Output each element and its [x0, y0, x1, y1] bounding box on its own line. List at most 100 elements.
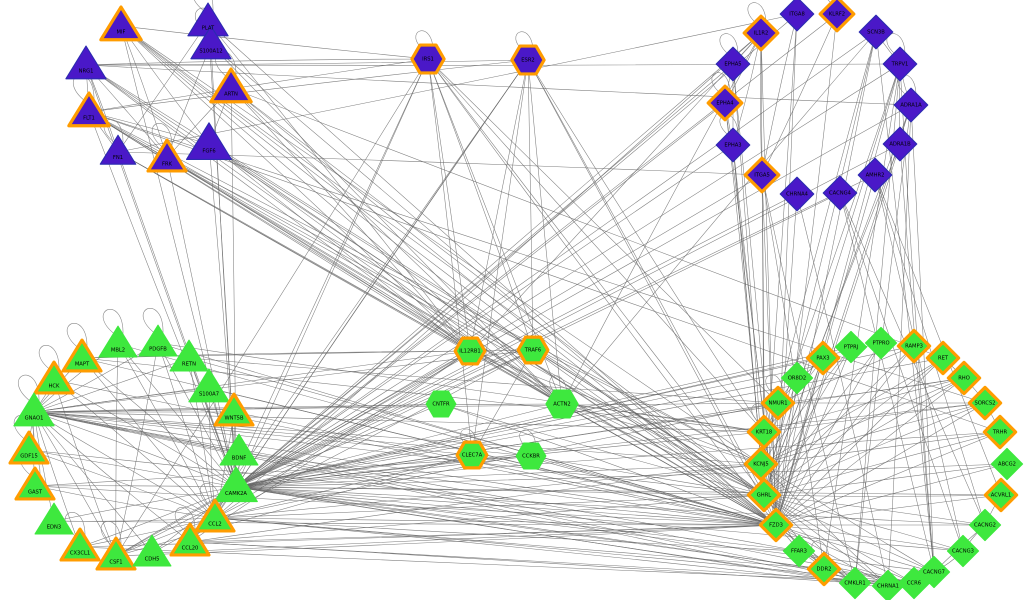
graph-node[interactable]	[99, 5, 143, 42]
graph-node[interactable]	[806, 551, 842, 587]
graph-edge	[85, 64, 471, 352]
graph-edge	[235, 104, 912, 488]
graph-edge	[763, 63, 901, 496]
graph-node[interactable]	[871, 569, 905, 600]
graph-node[interactable]	[34, 502, 74, 535]
graph-node[interactable]	[864, 326, 898, 360]
graph-node[interactable]	[410, 43, 446, 75]
graph-edge	[775, 143, 901, 526]
graph-edge	[427, 58, 471, 352]
graph-node[interactable]	[515, 442, 547, 470]
graph-node[interactable]	[209, 67, 253, 104]
graph-edge	[235, 193, 798, 488]
graph-node[interactable]	[857, 157, 893, 193]
graph-node[interactable]	[743, 446, 779, 482]
graph-node[interactable]	[13, 392, 55, 427]
graph-edge	[85, 63, 901, 66]
graph-node[interactable]	[67, 91, 111, 128]
graph-node[interactable]	[779, 0, 815, 32]
graph-node[interactable]	[169, 522, 211, 557]
graph-edge	[763, 31, 877, 496]
graph-node[interactable]	[715, 46, 751, 82]
graph-node[interactable]	[946, 360, 982, 396]
graph-edge	[427, 58, 765, 496]
graph-node[interactable]	[805, 340, 841, 376]
graph-node[interactable]	[219, 433, 259, 466]
graph-node[interactable]	[746, 414, 782, 450]
graph-node[interactable]	[425, 390, 457, 418]
graph-node[interactable]	[896, 328, 932, 364]
graph-edge	[235, 346, 852, 488]
graph-node[interactable]	[516, 335, 550, 365]
graph-node[interactable]	[65, 45, 107, 80]
graph-node[interactable]	[146, 138, 188, 173]
graph-node[interactable]	[983, 477, 1019, 513]
graph-node[interactable]	[760, 385, 796, 421]
graph-edge	[85, 59, 529, 66]
graph-node[interactable]	[190, 25, 232, 60]
graph-node[interactable]	[990, 447, 1024, 481]
graph-node[interactable]	[715, 127, 751, 163]
graph-node[interactable]	[834, 330, 868, 364]
graph-edge	[34, 485, 237, 488]
graph-edge	[235, 463, 1008, 488]
graph-node[interactable]	[99, 134, 137, 165]
graph-node[interactable]	[185, 122, 233, 160]
graph-node[interactable]	[882, 46, 918, 82]
graph-node[interactable]	[882, 126, 918, 162]
graph-node[interactable]	[545, 389, 579, 419]
graph-edge	[761, 174, 777, 526]
graph-edge	[839, 192, 964, 552]
graph-edge	[166, 157, 237, 488]
graph-node[interactable]	[780, 361, 814, 395]
graph-edge	[117, 151, 471, 352]
graph-node[interactable]	[14, 466, 56, 501]
graph-node[interactable]	[946, 534, 980, 568]
graph-node[interactable]	[138, 324, 178, 357]
graph-node[interactable]	[95, 536, 137, 571]
graph-node[interactable]	[968, 508, 1002, 542]
graph-edge	[427, 58, 473, 456]
graph-edge	[120, 25, 210, 145]
graph-node[interactable]	[897, 566, 931, 600]
graph-node[interactable]	[132, 534, 172, 567]
graph-edge	[157, 342, 777, 526]
graph-node[interactable]	[746, 477, 782, 513]
graph-node[interactable]	[8, 430, 50, 465]
graph-node[interactable]	[188, 368, 230, 403]
graph-node[interactable]	[822, 175, 858, 211]
graph-node[interactable]	[455, 440, 489, 470]
graph-node[interactable]	[169, 339, 209, 372]
graph-edge	[527, 59, 563, 405]
graph-node[interactable]	[33, 360, 75, 395]
graph-node[interactable]	[743, 156, 781, 194]
node-layer[interactable]	[8, 0, 1024, 600]
graph-node[interactable]	[858, 14, 894, 50]
graph-node[interactable]	[818, 0, 856, 33]
graph-node[interactable]	[758, 507, 794, 543]
graph-node[interactable]	[967, 385, 1003, 421]
graph-node[interactable]	[779, 176, 815, 212]
graph-edge	[230, 87, 237, 488]
graph-edge	[214, 59, 529, 519]
graph-node[interactable]	[893, 87, 929, 123]
graph-node[interactable]	[510, 44, 546, 76]
graph-node[interactable]	[782, 534, 816, 568]
graph-edge	[763, 402, 986, 433]
graph-node[interactable]	[838, 566, 872, 600]
graph-node[interactable]	[61, 338, 103, 373]
graph-node[interactable]	[214, 466, 258, 503]
graph-edge	[33, 411, 762, 465]
graph-node[interactable]	[742, 14, 780, 52]
graph-node[interactable]	[925, 340, 961, 376]
graph-node[interactable]	[59, 527, 101, 562]
graph-node[interactable]	[213, 392, 255, 427]
graph-node[interactable]	[194, 498, 236, 533]
graph-node[interactable]	[982, 414, 1018, 450]
graph-node[interactable]	[706, 84, 744, 122]
graph-node[interactable]	[98, 325, 138, 358]
graph-edge	[33, 411, 800, 552]
graph-node[interactable]	[453, 336, 487, 366]
